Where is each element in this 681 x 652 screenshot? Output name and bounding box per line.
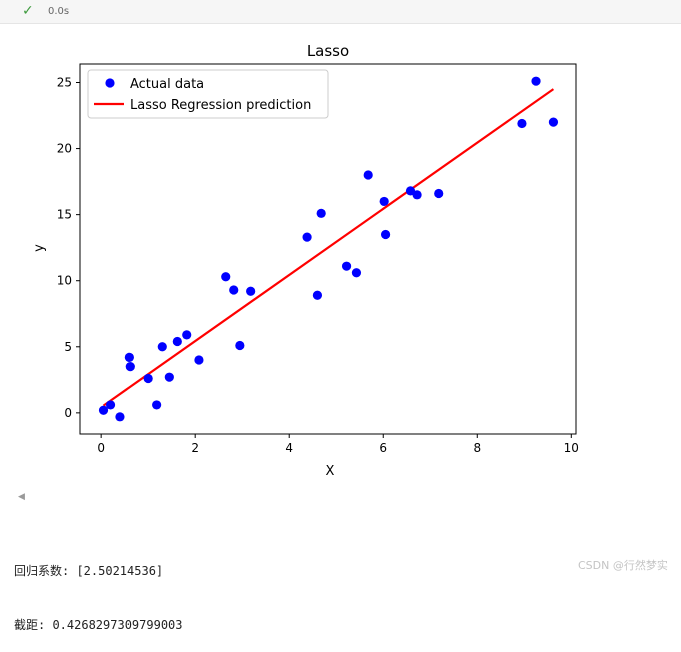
cell-status-bar: ✓ 0.0s (0, 0, 681, 24)
data-point (235, 340, 245, 351)
data-point (98, 405, 109, 415)
y-tick-label: 15 (57, 208, 72, 222)
scroll-left-icon[interactable]: ◀ (18, 492, 25, 502)
x-tick-label: 10 (564, 441, 579, 455)
cell-output: 回归系数: [2.50214536] 截距: 0.426829730979900… (14, 526, 183, 652)
data-point (157, 342, 167, 352)
y-tick-label: 0 (64, 406, 72, 420)
data-point (221, 272, 231, 282)
plot-frame (79, 63, 577, 435)
data-point (182, 330, 192, 340)
data-point (412, 190, 422, 200)
x-tick-label: 0 (97, 441, 105, 455)
x-tick-label: 8 (473, 441, 481, 455)
execution-time: 0.0s (48, 6, 70, 17)
data-point (531, 76, 541, 86)
intercept-output: 截距: 0.4268297309799003 (14, 618, 183, 632)
data-point (351, 268, 362, 278)
data-point (164, 372, 174, 382)
data-point (548, 117, 559, 127)
data-point (302, 232, 312, 242)
y-tick-label: 5 (64, 340, 72, 354)
legend-box (87, 69, 329, 119)
y-tick-label: 20 (57, 142, 72, 156)
lasso-chart: 0 2 4 6 8 10 0 5 10 15 20 25 Actual data Lasso Regre… (32, 42, 579, 479)
y-tick-label: 10 (57, 274, 72, 288)
data-point (312, 290, 323, 300)
data-point (115, 412, 125, 422)
x-tick-label: 2 (191, 441, 199, 455)
regression-line (102, 88, 555, 407)
x-tick-label: 6 (379, 441, 387, 455)
coefficient-output: 回归系数: [2.50214536] (14, 564, 164, 578)
legend-marker-scatter (105, 78, 115, 88)
data-point (316, 208, 326, 218)
x-axis-label: X (326, 464, 335, 479)
x-tick-label: 4 (285, 441, 293, 455)
data-point (380, 229, 391, 240)
data-point (379, 196, 389, 207)
check-icon: ✓ (22, 3, 34, 19)
data-point (124, 352, 134, 362)
y-axis-label: y (32, 244, 47, 252)
legend-label-actual: Actual data (130, 77, 204, 92)
chart-title: Lasso (307, 42, 349, 60)
data-point (125, 362, 135, 372)
data-point (246, 286, 256, 296)
y-tick-label: 25 (57, 76, 72, 90)
data-point (194, 355, 204, 365)
data-point (172, 336, 182, 347)
legend-label-prediction: Lasso Regression prediction (130, 98, 311, 113)
data-point (152, 400, 162, 410)
data-point (363, 170, 373, 180)
data-point (517, 118, 527, 129)
watermark: CSDN @行然梦实 (578, 559, 668, 572)
data-point (229, 285, 239, 295)
data-point (143, 373, 153, 384)
data-point (105, 400, 116, 410)
data-point (434, 188, 444, 199)
data-point (341, 261, 352, 271)
